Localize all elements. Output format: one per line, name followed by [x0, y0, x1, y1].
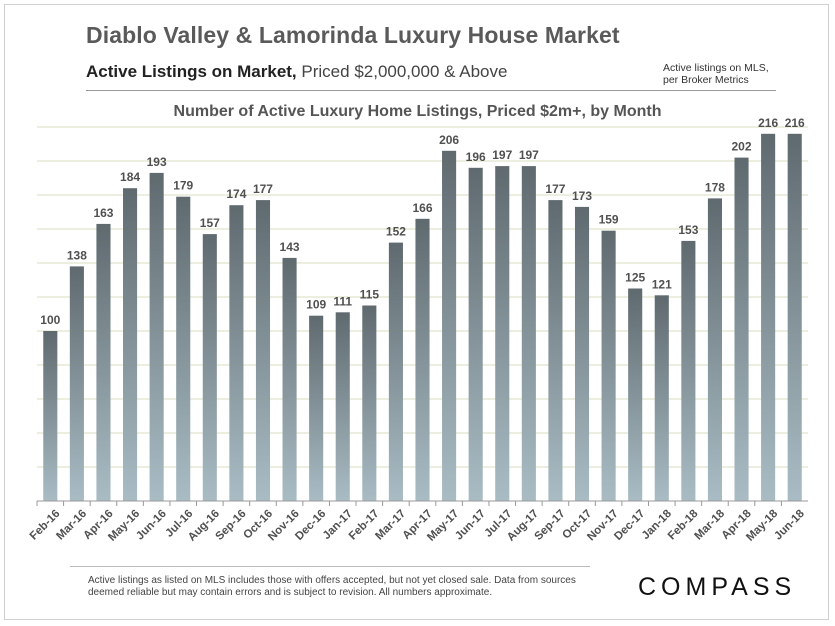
data-label: 179 — [173, 179, 193, 193]
bar-apr-17 — [415, 218, 430, 502]
bar-feb-17 — [362, 305, 377, 501]
source-note-line1: Active listings on MLS, — [663, 62, 769, 74]
subtitle-rest: Priced $2,000,000 & Above — [301, 62, 508, 81]
data-label: 159 — [599, 213, 619, 227]
data-label: 197 — [492, 148, 512, 162]
data-label: 202 — [732, 140, 752, 154]
data-label: 111 — [333, 294, 352, 308]
page-title: Diablo Valley & Lamorinda Luxury House M… — [86, 22, 620, 48]
data-label: 166 — [412, 201, 432, 215]
bar-sep-17 — [548, 200, 563, 501]
bar-dec-17 — [628, 288, 643, 501]
bar-apr-18 — [734, 157, 749, 501]
bar-oct-16 — [255, 200, 271, 501]
data-labels: 100 138 163 184 193 179 157 174 177 143 109 111 115 1… — [40, 116, 805, 327]
bar-aug-16 — [202, 234, 217, 501]
footer-divider — [70, 566, 590, 567]
data-label: 197 — [519, 148, 539, 162]
bar-nov-17 — [601, 230, 616, 501]
bar-jun-18 — [787, 133, 802, 502]
header-divider — [86, 90, 776, 91]
bar-jan-17 — [335, 312, 350, 501]
data-label: 121 — [652, 277, 672, 291]
data-label: 206 — [439, 133, 459, 147]
bar-mar-16 — [69, 266, 84, 501]
data-label: 178 — [705, 180, 725, 194]
data-label: 196 — [466, 150, 486, 164]
bar-sep-16 — [229, 205, 244, 501]
data-label: 177 — [545, 182, 565, 196]
bar-apr-16 — [96, 223, 111, 501]
data-label: 157 — [200, 216, 220, 230]
x-tick-label: Jun-17 — [453, 508, 488, 543]
data-label: 184 — [120, 170, 140, 184]
data-label: 216 — [785, 116, 805, 130]
page-subtitle: Active Listings on Market, Priced $2,000… — [86, 62, 507, 82]
bars — [43, 133, 802, 502]
bar-jul-16 — [176, 196, 191, 501]
chart-title: Number of Active Luxury Home Listings, P… — [173, 103, 662, 120]
data-label: 163 — [93, 206, 113, 220]
bar-oct-17 — [574, 206, 590, 501]
data-label: 173 — [572, 189, 592, 203]
data-label: 193 — [147, 155, 167, 169]
data-label: 153 — [678, 223, 698, 237]
bar-jun-16 — [149, 172, 164, 501]
x-tick-label: Jun-16 — [134, 508, 169, 543]
data-label: 109 — [306, 298, 326, 312]
bar-aug-17 — [521, 166, 536, 501]
bar-may-16 — [123, 188, 138, 501]
data-label: 143 — [280, 240, 300, 254]
source-note: Active listings on MLS, per Broker Metri… — [663, 62, 769, 86]
compass-logo: COMPASS — [638, 573, 797, 601]
bar-feb-16 — [43, 331, 58, 501]
subtitle-bold: Active Listings on Market, — [86, 62, 297, 81]
bar-jun-17 — [468, 167, 483, 502]
source-note-line2: per Broker Metrics — [663, 74, 749, 86]
bar-mar-18 — [707, 198, 722, 501]
data-label: 216 — [758, 116, 778, 130]
footnote: Active listings as listed on MLS include… — [88, 575, 576, 598]
bar-jan-18 — [654, 295, 669, 501]
bar-nov-16 — [282, 257, 297, 501]
x-axis: Feb-16Mar-16Apr-16May-16Jun-16Jul-16Aug-… — [28, 500, 808, 544]
data-label: 177 — [253, 182, 273, 196]
bar-may-17 — [442, 150, 457, 502]
bar-mar-17 — [388, 242, 403, 501]
bar-may-18 — [761, 133, 776, 502]
x-tick-label: Jun-18 — [772, 507, 807, 542]
bar-jul-17 — [495, 166, 510, 501]
data-label: 125 — [625, 271, 645, 285]
data-label: 115 — [360, 288, 380, 302]
data-label: 174 — [226, 187, 246, 201]
bar-feb-18 — [681, 240, 696, 501]
data-label: 138 — [67, 248, 87, 262]
data-label: 152 — [386, 225, 406, 239]
data-label: 100 — [40, 313, 60, 327]
bar-dec-16 — [309, 315, 324, 501]
